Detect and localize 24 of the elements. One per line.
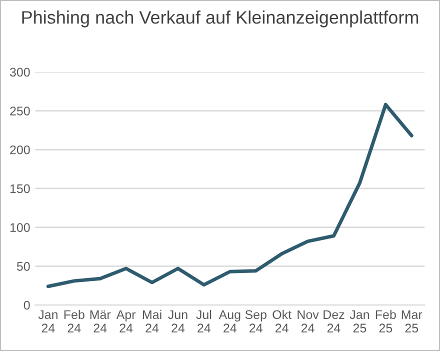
x-tick-label: Feb 24 — [64, 310, 84, 332]
y-tick-label: 250 — [10, 106, 30, 116]
chart-title: Phishing nach Verkauf auf Kleinanzeigenplattform — [22, 10, 418, 28]
y-tick-label: 150 — [10, 184, 30, 194]
x-tick-label: Mai 24 — [142, 310, 162, 332]
y-tick-label: 300 — [10, 68, 30, 77]
x-tick-label: Sep 24 — [245, 310, 266, 332]
y-tick-label: 50 — [16, 262, 30, 271]
x-tick-label: Apr 24 — [116, 310, 136, 332]
y-tick-label: 0 — [24, 300, 30, 310]
x-tick-label: Dez 24 — [324, 310, 344, 332]
x-tick-label: Jan 25 — [350, 310, 369, 333]
x-tick-label: Mär 24 — [90, 310, 111, 332]
x-tick-label: Mar 25 — [402, 310, 422, 333]
y-tick-label: 100 — [10, 223, 30, 232]
x-tick-label: Aug 24 — [218, 310, 240, 332]
y-tick-label: 200 — [10, 145, 30, 154]
line-series — [46, 102, 414, 288]
x-tick-label: Jul 24 — [196, 310, 212, 332]
x-tick-label: Jan 24 — [38, 310, 58, 332]
x-tick-label: Okt 24 — [272, 310, 292, 332]
x-tick-label: Feb 25 — [376, 310, 396, 333]
x-tick-label: Nov 24 — [298, 310, 319, 332]
x-tick-label: Jun 24 — [168, 310, 188, 332]
